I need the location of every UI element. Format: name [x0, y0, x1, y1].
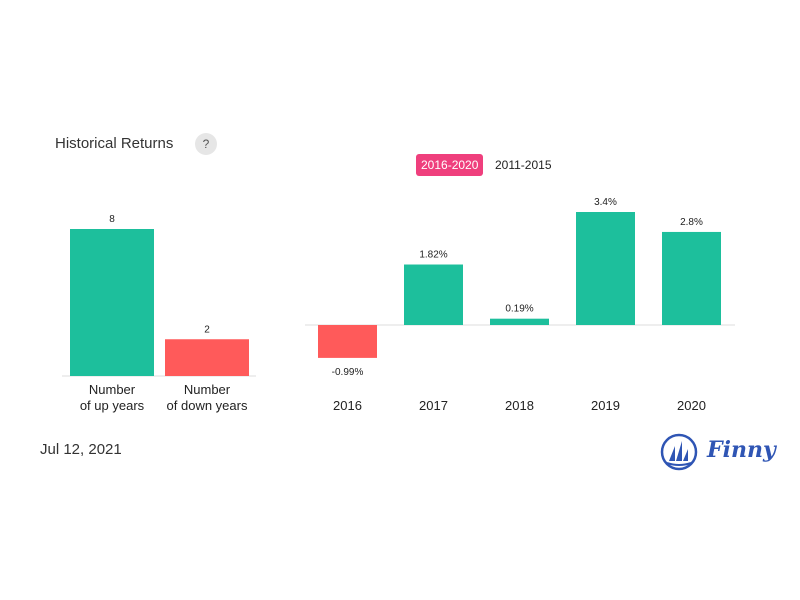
finny-logo[interactable]: Finny: [660, 432, 776, 472]
tick-label: 2020: [677, 398, 706, 413]
bar: [165, 339, 249, 376]
data-label: 2.8%: [680, 217, 703, 228]
tick-label: 2016: [333, 398, 362, 413]
bar: [70, 229, 154, 376]
chart-title: Historical Returns: [55, 135, 174, 152]
help-icon[interactable]: ?: [195, 133, 217, 155]
annual-returns-chart: -0.99% 2016 1.82% 2017 0.19% 2018 3.4% 2019 2.8%…: [305, 197, 735, 413]
tab-2011-2015[interactable]: 2011-2015: [495, 158, 552, 172]
brand-name: Finny: [707, 437, 776, 463]
tick-label: Number: [184, 382, 231, 397]
data-label: -0.99%: [332, 367, 364, 378]
data-label: 8: [109, 214, 115, 225]
tick-label: 2017: [419, 398, 448, 413]
tick-label: Number: [89, 382, 136, 397]
tick-label: 2018: [505, 398, 534, 413]
tick-label: of up years: [80, 398, 145, 413]
bar: [404, 264, 463, 325]
as-of-date: Jul 12, 2021: [40, 441, 122, 458]
bar: [490, 318, 549, 325]
tick-label: of down years: [167, 398, 248, 413]
bar: [576, 212, 635, 325]
bar: [662, 231, 721, 325]
data-label: 1.82%: [419, 250, 447, 261]
bar: [318, 325, 377, 358]
data-label: 0.19%: [505, 304, 533, 315]
tick-label: 2019: [591, 398, 620, 413]
sailboat-icon: [660, 433, 698, 471]
tab-2016-2020[interactable]: 2016-2020: [416, 154, 484, 176]
data-label: 3.4%: [594, 197, 617, 208]
data-label: 2: [204, 324, 210, 335]
